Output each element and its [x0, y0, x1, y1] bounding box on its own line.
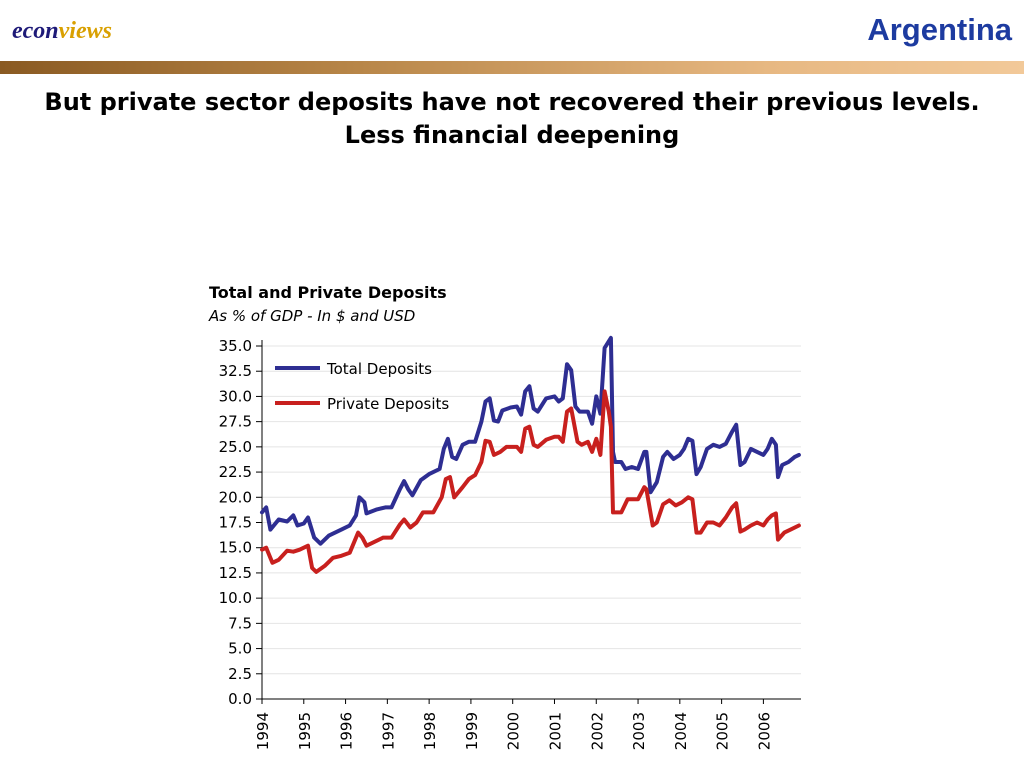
chart-legend: Total Deposits Private Deposits	[275, 360, 449, 413]
logo-views: views	[58, 18, 112, 44]
y-tick-label: 32.5	[219, 362, 252, 380]
slide-headline: But private sector deposits have not rec…	[0, 86, 1024, 152]
y-tick-label: 0.0	[228, 690, 252, 708]
chart-subtitle: As % of GDP - In $ and USD	[209, 307, 416, 325]
headline-line-2: Less financial deepening	[344, 121, 680, 149]
y-tick-label: 35.0	[219, 337, 252, 355]
header-divider-band	[0, 61, 1024, 74]
x-tick-label: 2004	[672, 712, 690, 750]
x-tick-label: 1996	[338, 712, 356, 750]
y-tick-label: 10.0	[219, 589, 252, 607]
x-tick-label: 2000	[505, 712, 523, 750]
y-tick-label: 30.0	[219, 387, 252, 405]
y-tick-label: 15.0	[219, 539, 252, 557]
x-tick-label: 1997	[379, 712, 397, 750]
y-tick-label: 22.5	[219, 463, 252, 481]
y-axis-tick-labels: 0.0 2.5 5.0 7.5 10.0 12.5 15.0 17.5 20.0 22.5 25.0…	[219, 337, 252, 708]
country-title: Argentina	[867, 12, 1012, 47]
series-line-private-deposits	[260, 389, 801, 574]
y-tick-label: 17.5	[219, 514, 252, 532]
logo-econ: econ	[12, 18, 59, 44]
x-tick-label: 2002	[588, 712, 606, 750]
y-tick-label: 27.5	[219, 413, 252, 431]
chart-title: Total and Private Deposits	[209, 283, 447, 302]
legend-label: Total Deposits	[326, 360, 432, 378]
x-tick-label: 2005	[714, 712, 732, 750]
x-axis-tick-labels: 1994 1995 1996 1997 1998 1999 2000 2001 2002 2003…	[254, 712, 773, 750]
x-tick-label: 1999	[463, 712, 481, 750]
chart-axes	[256, 340, 801, 704]
y-tick-label: 25.0	[219, 438, 252, 456]
y-tick-label: 5.0	[228, 640, 252, 658]
y-tick-label: 12.5	[219, 564, 252, 582]
chart-series-lines	[260, 335, 801, 574]
legend-label: Private Deposits	[327, 395, 449, 413]
econviews-logo: econviews	[12, 16, 112, 46]
y-tick-label: 20.0	[219, 488, 252, 506]
x-tick-label: 2001	[546, 712, 564, 750]
x-tick-label: 1994	[254, 712, 272, 750]
headline-line-1: But private sector deposits have not rec…	[44, 88, 980, 116]
x-tick-label: 1995	[296, 712, 314, 750]
series-line-total-deposits	[260, 335, 801, 546]
x-tick-label: 2006	[755, 712, 773, 750]
y-tick-label: 2.5	[228, 665, 252, 683]
x-tick-label: 1998	[421, 712, 439, 750]
x-tick-label: 2003	[630, 712, 648, 750]
y-tick-label: 7.5	[228, 614, 252, 632]
